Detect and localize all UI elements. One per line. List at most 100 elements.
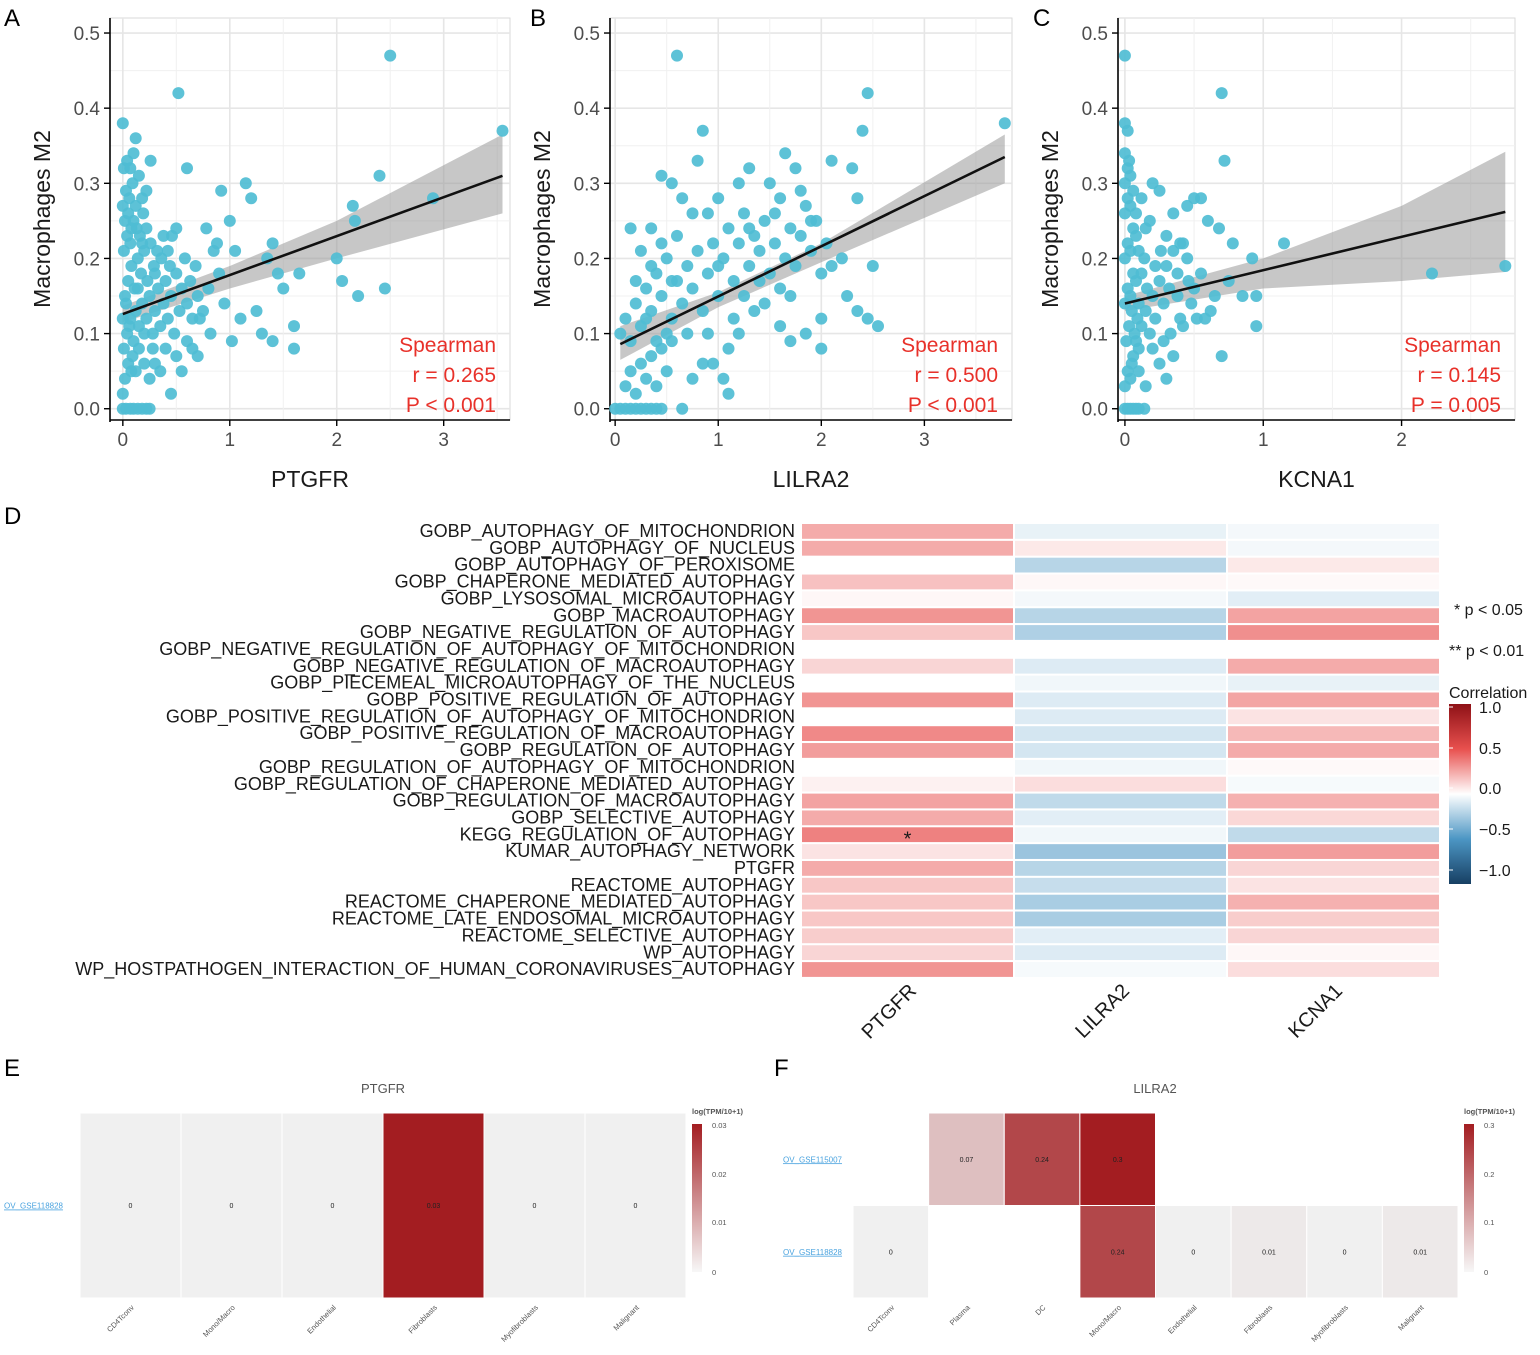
data-point — [851, 192, 864, 205]
data-point — [743, 260, 756, 272]
heatmap-cell — [1015, 574, 1226, 590]
stat-label: P < 0.001 — [908, 394, 998, 417]
data-point — [132, 169, 145, 182]
data-point — [861, 312, 874, 325]
legend-note: ** p < 0.01 — [1449, 643, 1524, 660]
data-point — [655, 237, 668, 250]
data-point — [348, 214, 361, 227]
data-point — [722, 222, 735, 235]
heatmap-cell — [1228, 962, 1439, 977]
heatmap-cell — [1228, 726, 1439, 741]
heatmap-cell — [1015, 557, 1226, 573]
heatmap-cell — [802, 557, 1013, 573]
data-point — [170, 350, 183, 363]
legend-color-bar — [692, 1124, 702, 1272]
data-point — [722, 342, 735, 355]
data-point — [655, 402, 668, 415]
y-tick-label: 0.0 — [1082, 400, 1108, 421]
data-point — [165, 387, 177, 400]
data-point — [1132, 244, 1145, 257]
y-tick-label: 0.1 — [74, 325, 100, 346]
data-point — [1124, 244, 1137, 257]
data-point — [131, 282, 144, 295]
data-point — [378, 282, 391, 295]
dataset-link[interactable]: OV_GSE115007 — [783, 1155, 843, 1164]
data-point — [140, 184, 153, 197]
data-point — [851, 305, 864, 317]
heatmap-row-label: GOBP_MACROAUTOPHAGY — [553, 605, 795, 626]
data-point — [640, 312, 653, 325]
data-point — [144, 154, 157, 167]
heatmap-row-label: GOBP_AUTOPHAGY_OF_MITOCHONDRION — [420, 521, 795, 542]
cell-value: 0 — [1191, 1249, 1195, 1256]
data-point — [815, 342, 828, 355]
data-point — [211, 237, 223, 250]
heatmap-cell — [1015, 793, 1226, 809]
data-point — [1181, 199, 1194, 212]
data-point — [614, 327, 627, 340]
data-point — [650, 380, 663, 393]
heatmap-cell — [1015, 641, 1226, 657]
data-point — [168, 327, 181, 340]
data-point — [1130, 207, 1142, 220]
column-label: Fibroblasts — [407, 1303, 439, 1335]
data-point — [619, 312, 632, 325]
heatmap-cell — [802, 911, 1013, 927]
heatmap-cell — [852, 1112, 930, 1206]
heatmap-cell — [802, 844, 1013, 859]
panel-letter: E — [4, 1055, 20, 1082]
heatmap-cell — [1230, 1112, 1308, 1206]
data-point — [691, 244, 704, 257]
data-point — [271, 267, 284, 280]
dataset-link[interactable]: OV_GSE118828 — [4, 1202, 64, 1211]
heatmap-row-label: GOBP_REGULATION_OF_CHAPERONE_MEDIATED_AU… — [234, 774, 795, 795]
heatmap-cell — [802, 877, 1013, 893]
heatmap-cell — [802, 810, 1013, 826]
data-point — [799, 199, 812, 212]
heatmap-cell — [802, 709, 1013, 725]
cell-value: 0 — [230, 1203, 234, 1210]
dataset-link[interactable]: OV_GSE118828 — [783, 1248, 843, 1257]
data-point — [1135, 320, 1148, 333]
data-point — [763, 177, 776, 190]
data-point — [1120, 335, 1133, 348]
y-axis-label: Macrophages M2 — [529, 130, 555, 308]
heatmap-cell — [1015, 877, 1226, 893]
data-point — [336, 275, 349, 287]
y-tick-label: 0.3 — [74, 174, 100, 195]
data-point — [288, 320, 300, 333]
heatmap-row-label: REACTOME_SELECTIVE_AUTOPHAGY — [462, 925, 795, 946]
data-point — [686, 207, 699, 220]
heatmap-cell — [1228, 524, 1439, 539]
legend-color-bar — [1449, 704, 1471, 884]
cell-value: 0 — [1343, 1249, 1347, 1256]
data-point — [758, 297, 771, 310]
data-point — [154, 365, 167, 378]
heatmap-title: PTGFR — [361, 1081, 405, 1096]
data-point — [681, 327, 694, 340]
heatmap-row-label: KEGG_REGULATION_OF_AUTOPHAGY — [460, 824, 795, 845]
heatmap-cell — [1228, 608, 1439, 624]
data-point — [691, 154, 704, 167]
heatmap-cell — [802, 540, 1013, 556]
data-point — [288, 342, 300, 355]
data-point — [1157, 297, 1170, 310]
data-point — [1182, 275, 1195, 287]
data-point — [1218, 154, 1231, 167]
heatmap-cell — [802, 928, 1013, 944]
heatmap-cell — [802, 827, 1013, 843]
column-label: Endothelial — [1166, 1303, 1199, 1336]
heatmap-cell — [1003, 1205, 1081, 1299]
data-point — [696, 124, 709, 137]
heatmap-cell — [1228, 557, 1439, 573]
heatmap-cell — [802, 759, 1013, 775]
x-tick-label: 1 — [713, 430, 724, 451]
data-point — [717, 372, 730, 385]
heatmap-cell — [1015, 894, 1226, 910]
x-axis-label: KCNA1 — [1278, 466, 1355, 492]
data-point — [1153, 275, 1166, 287]
heatmap-row-label: GOBP_POSITIVE_REGULATION_OF_AUTOPHAGY — [367, 690, 795, 711]
data-point — [1181, 252, 1194, 265]
y-tick-label: 0.4 — [574, 99, 601, 120]
heatmap-cell — [1228, 945, 1439, 961]
